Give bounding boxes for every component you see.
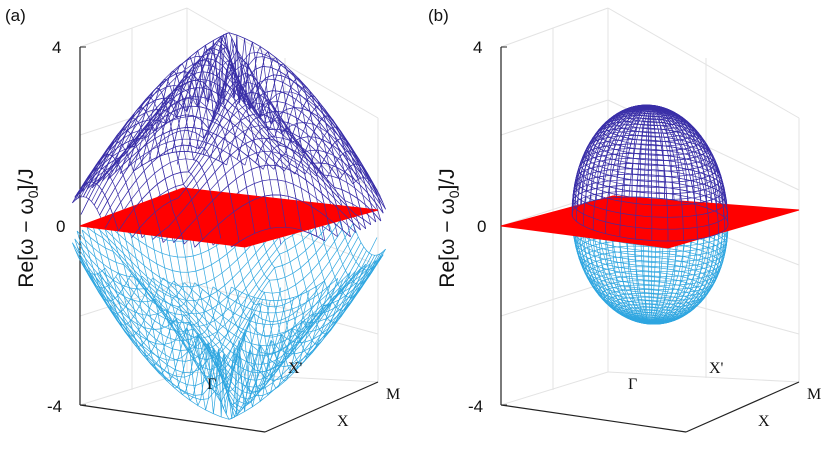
panel-b-ztick-bottom: -4	[468, 397, 483, 416]
panel-a-ztick-bottom: -4	[47, 397, 62, 416]
panel-a-ztick-mid: 0	[56, 217, 65, 236]
panel-a-label: (a)	[5, 6, 26, 25]
panel-a-ztick-top: 4	[52, 38, 61, 57]
panel-b-ylabel-main: Re[ω − ω	[436, 198, 459, 287]
panel-b-ylabel: Re[ω − ω0]/J	[436, 168, 462, 287]
panel-b-ztick-top: 4	[473, 38, 482, 57]
a-mesh-flat-band	[79, 187, 379, 248]
panel-b-label: (b)	[428, 6, 449, 25]
panel-a-k-x: X	[337, 413, 349, 430]
panel-a-ylabel-tail: ]/J	[15, 168, 38, 190]
b-mesh-flat-band	[500, 195, 800, 249]
panel-a-mesh	[72, 32, 386, 420]
panel-b-ylabel-tail: ]/J	[436, 168, 459, 190]
panel-b-ztick-mid: 0	[477, 217, 486, 236]
panel-a: (a) 4 0 -4 Re[ω − ω0]/J Γ X' M X	[5, 6, 400, 433]
panel-b-k-gamma: Γ	[628, 376, 637, 393]
panel-b: (b) 4 0 -4 Re[ω − ω0]/J Γ X' M X	[428, 6, 821, 433]
panel-a-ylabel-sub: 0	[25, 190, 41, 198]
panel-a-k-gamma: Γ	[207, 376, 216, 393]
a-mesh-upper-front	[72, 32, 386, 248]
panel-a-ylabel: Re[ω − ω0]/J	[15, 168, 41, 287]
panel-a-ylabel-main: Re[ω − ω	[15, 198, 38, 287]
panel-b-k-xprime: X'	[709, 360, 724, 377]
b-mesh-upper-front	[571, 104, 729, 242]
panel-b-mesh	[500, 104, 800, 325]
panel-b-k-x: X	[758, 413, 770, 430]
panel-a-k-xprime: X'	[288, 360, 303, 377]
a-mesh-lower-band	[72, 204, 386, 420]
panel-b-k-m: M	[807, 386, 821, 403]
panel-b-ylabel-sub: 0	[446, 190, 462, 198]
panel-a-k-m: M	[386, 386, 400, 403]
